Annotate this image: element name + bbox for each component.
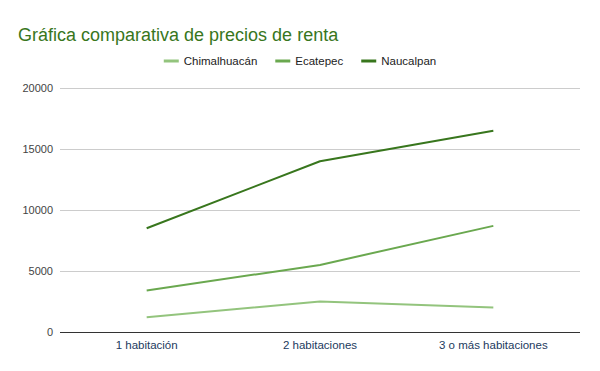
series-line <box>147 131 494 229</box>
grid-line <box>60 271 580 272</box>
grid-line <box>60 332 580 333</box>
grid-line <box>60 149 580 150</box>
y-tick-label: 10000 <box>22 204 53 216</box>
legend: Chimalhuacán Ecatepec Naucalpan <box>164 55 436 67</box>
series-line <box>147 226 494 291</box>
legend-swatch <box>361 60 376 63</box>
y-tick-label: 0 <box>47 326 53 338</box>
legend-label: Chimalhuacán <box>184 55 258 67</box>
y-tick-label: 15000 <box>22 143 53 155</box>
x-axis-line <box>60 332 580 333</box>
legend-swatch <box>164 60 179 63</box>
grid <box>60 88 580 332</box>
grid-line <box>60 88 580 89</box>
grid-line <box>60 210 580 211</box>
chart-container: Gráfica comparativa de precios de renta 0… <box>0 0 600 371</box>
legend-label: Ecatepec <box>295 55 343 67</box>
legend-label: Naucalpan <box>381 55 436 67</box>
series-lines <box>147 131 494 318</box>
chart-svg: Gráfica comparativa de precios de renta 0… <box>0 0 600 371</box>
x-tick-label: 2 habitaciones <box>283 339 357 351</box>
legend-item: Naucalpan <box>361 55 436 67</box>
x-tick-label: 1 habitación <box>116 339 178 351</box>
y-tick-label: 5000 <box>29 265 53 277</box>
title: Gráfica comparativa de precios de renta <box>18 25 339 45</box>
x-tick-label: 3 o más habitaciones <box>439 339 548 351</box>
series-line <box>147 302 494 318</box>
legend-item: Ecatepec <box>275 55 343 67</box>
legend-swatch <box>275 60 290 63</box>
background <box>0 0 600 371</box>
legend-item: Chimalhuacán <box>164 55 258 67</box>
y-tick-label: 20000 <box>22 82 53 94</box>
